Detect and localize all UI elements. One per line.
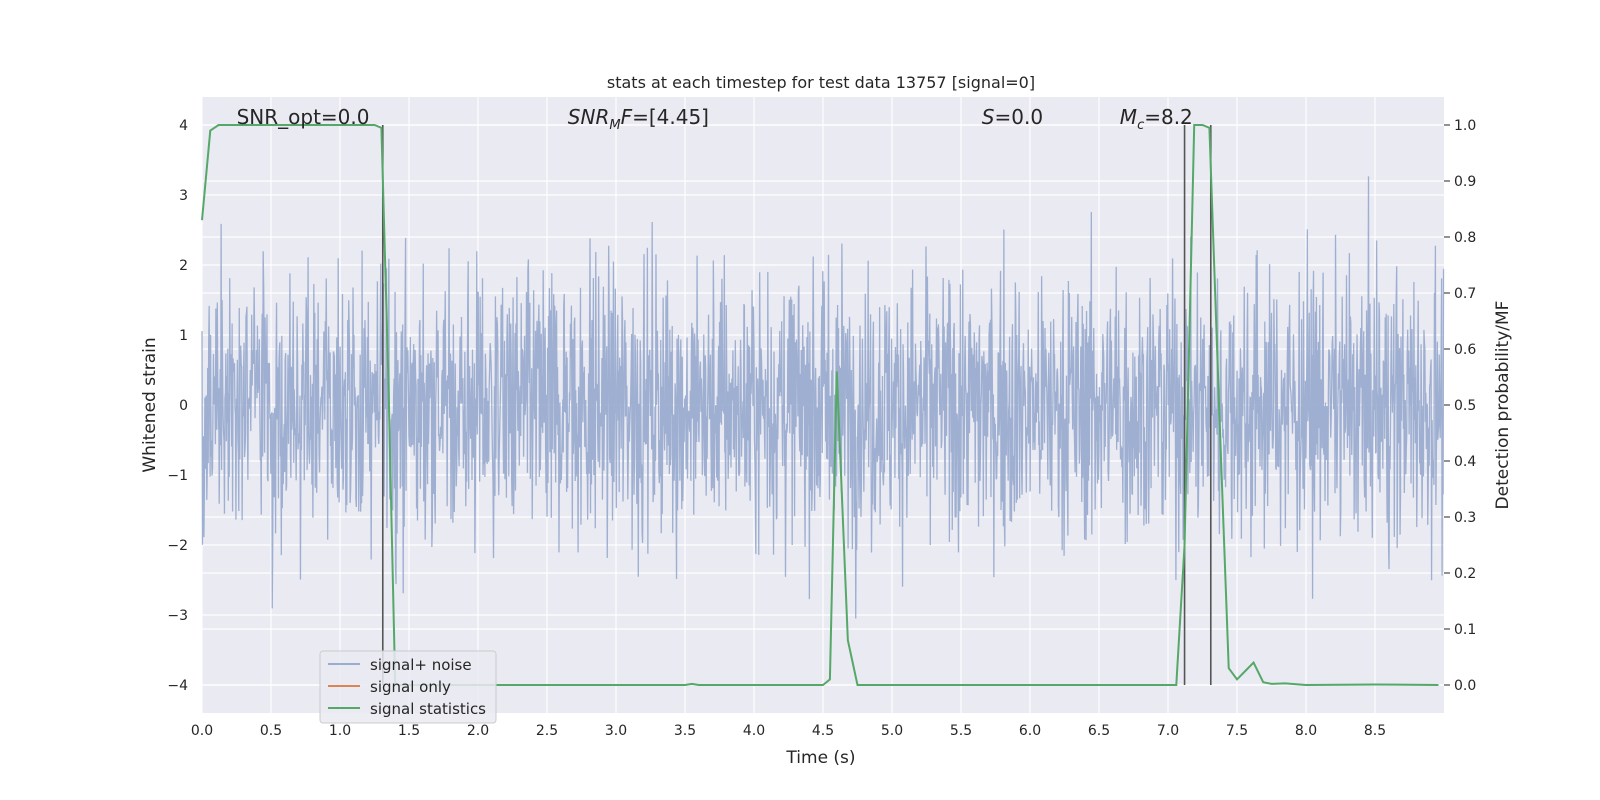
legend-label-noise: signal+ noise [370, 656, 472, 674]
y-left-axis-label: Whitened strain [140, 337, 160, 472]
y-right-tick-label: 0.2 [1454, 566, 1476, 582]
annotations: SNR_opt=0.0 SNRMF=[4.45] S=0.0 Mc=8.2 [237, 105, 1193, 133]
x-tick-label: 6.5 [1088, 723, 1110, 739]
x-tick-label: 0.0 [191, 723, 213, 739]
noise-trace [201, 176, 1445, 619]
annotation-text: SNRMF=[4.45] [568, 105, 709, 133]
y-right-tick-label: 0.8 [1454, 230, 1476, 246]
y-left-tick-label: −3 [167, 608, 188, 624]
x-tick-label: 3.5 [674, 723, 696, 739]
x-tick-label: 8.5 [1364, 723, 1386, 739]
y-right-tick-label: 0.6 [1454, 342, 1476, 358]
x-tick-label: 7.0 [1157, 723, 1179, 739]
legend-label-signal: signal only [370, 678, 451, 696]
y-left-axis-ticks: −4 −3 −2 −1 0 1 2 3 4 [167, 118, 188, 694]
x-tick-label: 5.5 [950, 723, 972, 739]
statistics-line [201, 124, 1439, 687]
statistics-series [201, 124, 1439, 687]
x-tick-label: 1.0 [329, 723, 351, 739]
y-right-axis-label: Detection probability/MF [1493, 301, 1513, 510]
vertical-markers [381, 125, 1212, 685]
legend: signal+ noise signal only signal statist… [319, 650, 497, 724]
legend-box [319, 650, 497, 724]
x-axis-ticks: 0.0 0.5 1.0 1.5 2.0 2.5 3.0 3.5 4.0 4.5 5.0 5.5 6.0 6… [191, 723, 1386, 739]
y-left-tick-label: 1 [179, 328, 188, 344]
y-left-tick-label: −4 [167, 678, 188, 694]
x-tick-label: 7.5 [1226, 723, 1248, 739]
x-tick-label: 2.5 [536, 723, 558, 739]
x-tick-label: 3.0 [605, 723, 627, 739]
y-right-tick-label: 0.1 [1454, 622, 1476, 638]
noise-series [201, 176, 1445, 619]
x-tick-label: 1.5 [398, 723, 420, 739]
y-right-tick-label: 0.5 [1454, 398, 1476, 414]
y-left-tick-label: 4 [179, 118, 188, 134]
annotation-text: SNR_opt=0.0 [237, 105, 370, 129]
y-right-tick-label: 0.3 [1454, 510, 1476, 526]
x-tick-label: 6.0 [1019, 723, 1041, 739]
x-tick-label: 4.0 [743, 723, 765, 739]
x-tick-label: 4.5 [812, 723, 834, 739]
y-left-tick-label: 3 [179, 188, 188, 204]
y-right-tick-label: 0.7 [1454, 286, 1476, 302]
annotation-text: S=0.0 [982, 105, 1043, 129]
y-right-tick-label: 1.0 [1454, 118, 1476, 134]
annotation-text: Mc=8.2 [1120, 105, 1193, 133]
x-tick-label: 2.0 [467, 723, 489, 739]
y-right-tick-label: 0.9 [1454, 174, 1476, 190]
x-tick-label: 0.5 [260, 723, 282, 739]
x-axis-label: Time (s) [785, 748, 855, 768]
legend-label-statistics: signal statistics [370, 700, 486, 718]
x-tick-label: 5.0 [881, 723, 903, 739]
y-left-tick-label: −1 [167, 468, 188, 484]
y-left-tick-label: 0 [179, 398, 188, 414]
y-right-tick-label: 0.4 [1454, 454, 1476, 470]
y-left-tick-label: −2 [167, 538, 188, 554]
chart-title: stats at each timestep for test data 137… [607, 73, 1035, 92]
y-right-axis-ticks: 0.0 0.1 0.2 0.3 0.4 0.5 0.6 0.7 0.8 0.9 1.0 [1444, 118, 1476, 694]
x-tick-label: 8.0 [1295, 723, 1317, 739]
y-right-tick-label: 0.0 [1454, 678, 1476, 694]
y-left-tick-label: 2 [179, 258, 188, 274]
